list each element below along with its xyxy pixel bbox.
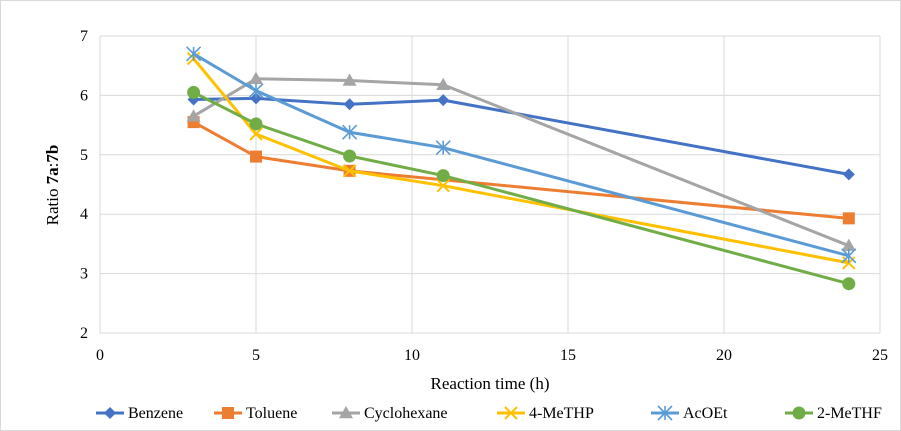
data-point-2-methf: [436, 169, 450, 183]
data-point-2-methf: [343, 149, 357, 163]
x-tick-label: 10: [404, 347, 420, 364]
data-point-2-methf: [187, 85, 201, 99]
data-point-2-methf: [842, 277, 856, 291]
series-acoet: [186, 46, 857, 264]
data-point-acoet: [435, 140, 451, 156]
data-point-benzene: [842, 168, 855, 181]
legend-label-acoet: AcOEt: [683, 405, 728, 422]
data-point-benzene: [250, 92, 262, 105]
data-point-cyclohexane: [436, 77, 451, 90]
series-cyclohexane: [186, 71, 856, 251]
data-point-cyclohexane: [186, 109, 201, 122]
legend-label-toluene: Toluene: [246, 405, 297, 422]
legend-marker-2-methf: [792, 406, 806, 420]
x-tick-label: 20: [716, 347, 732, 364]
x-tick-label: 25: [872, 347, 888, 364]
legend-label-4-methp: 4-MeTHP: [529, 405, 594, 422]
data-point-4-methp: [436, 178, 450, 193]
legend-item-benzene: Benzene: [96, 405, 183, 422]
data-point-acoet: [248, 83, 264, 99]
y-tick-label: 4: [80, 206, 88, 223]
series-2-methf: [187, 85, 856, 291]
data-point-acoet: [342, 124, 358, 140]
x-tick-label: 5: [252, 347, 260, 364]
legend-marker-acoet: [657, 405, 673, 421]
legend-marker-benzene: [104, 407, 116, 419]
data-point-benzene: [437, 94, 450, 107]
y-tick-label: 6: [80, 87, 88, 104]
legend-label-2-methf: 2-MeTHF: [817, 405, 882, 422]
legend-item-2-methf: 2-MeTHF: [785, 405, 882, 422]
data-point-acoet: [186, 46, 202, 62]
legend-item-acoet: AcOEt: [651, 405, 728, 422]
legend-item-cyclohexane: Cyclohexane: [332, 405, 448, 422]
data-point-benzene: [343, 98, 356, 111]
legend-item-4-methp: 4-MeTHP: [497, 405, 594, 422]
y-axis-title: Ratio 7a:7b: [43, 145, 62, 226]
series-line-toluene: [192, 120, 849, 220]
data-point-cyclohexane: [249, 71, 263, 85]
x-axis-title: Reaction time (h): [431, 374, 550, 393]
x-tick-label: 15: [560, 347, 576, 364]
y-axis-title-a: 7a: [43, 167, 62, 185]
y-axis-title-b: 7b: [43, 145, 62, 163]
y-tick-label: 2: [80, 325, 88, 342]
legend-marker-toluene: [222, 407, 234, 419]
legend-marker-4-methp: [504, 406, 518, 420]
data-point-toluene: [842, 212, 855, 225]
data-point-toluene: [250, 150, 262, 163]
legend-item-toluene: Toluene: [214, 405, 297, 422]
data-point-cyclohexane: [342, 73, 357, 86]
legend-marker-cyclohexane: [339, 406, 353, 419]
x-tick-label: 0: [96, 347, 104, 364]
legend-label-benzene: Benzene: [128, 405, 183, 422]
data-point-cyclohexane: [841, 238, 856, 251]
y-tick-label: 3: [80, 266, 88, 283]
legend-label-cyclohexane: Cyclohexane: [364, 405, 448, 422]
data-point-acoet: [841, 248, 857, 264]
y-tick-label: 5: [80, 147, 88, 164]
data-point-4-methp: [342, 164, 357, 178]
legend: Benzene Toluene Cyclohexane 4-MeTHP AcOEt 2-M…: [96, 405, 882, 422]
data-point-2-methf: [249, 117, 263, 131]
y-axis-title-sep: :: [43, 163, 62, 168]
series-group: [186, 46, 857, 291]
data-point-4-methp: [249, 127, 263, 141]
y-axis-title-prefix: Ratio: [43, 184, 62, 225]
axes: 2 3 4 5 6 7 0 5 10 15 20 25: [80, 28, 888, 364]
y-tick-label: 7: [80, 28, 88, 45]
